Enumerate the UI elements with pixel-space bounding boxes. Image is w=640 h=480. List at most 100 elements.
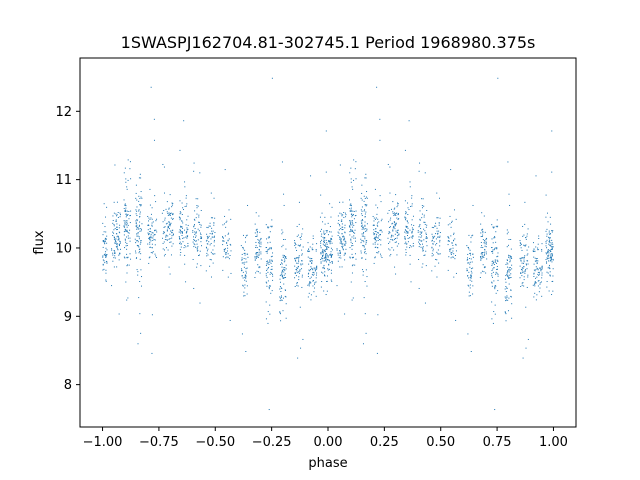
data-point [115,241,117,243]
data-point [124,210,126,212]
data-point [312,235,314,237]
data-point [168,228,170,230]
data-point [392,222,394,224]
data-point [505,300,507,302]
data-point [494,236,496,238]
data-point [353,179,355,181]
data-point [527,276,529,278]
data-point [360,242,362,244]
data-point [505,320,507,322]
data-point [124,239,126,241]
data-point [412,235,414,237]
data-point [198,221,200,223]
data-point [421,198,423,200]
data-point [404,236,406,238]
data-point [281,259,283,261]
data-point [520,242,522,244]
data-point [361,184,363,186]
data-point [339,252,341,254]
data-point [436,276,438,278]
data-point [525,237,527,239]
data-point [449,248,451,250]
data-point [285,303,287,305]
data-point [163,210,165,211]
data-point [258,242,260,244]
data-point [105,216,107,218]
data-point [325,230,327,232]
data-point [422,249,424,251]
data-point [196,247,198,249]
data-point [491,282,493,284]
data-point [309,277,311,279]
data-point [125,207,127,209]
data-point [497,273,499,275]
data-point [379,233,381,235]
data-point [152,240,154,241]
data-point [494,313,496,315]
data-point [437,249,439,251]
data-point [114,257,116,259]
data-point [163,231,165,233]
data-point [135,209,137,211]
data-point [283,193,285,195]
data-point [123,172,125,174]
data-point [179,200,181,202]
data-point [485,239,487,241]
data-point [119,241,121,243]
data-point [271,259,273,261]
data-point [309,270,311,272]
data-point [114,164,116,166]
data-point [102,234,104,236]
data-point [300,264,302,266]
data-point [388,221,390,223]
data-point [492,260,494,262]
data-point [539,273,541,275]
data-point [106,206,108,208]
data-point [301,249,303,251]
data-point [320,253,322,255]
data-point [213,236,215,238]
data-point [124,257,126,259]
data-point [224,215,226,217]
data-point [300,347,302,349]
data-point [547,272,549,274]
data-point [119,212,121,214]
data-point [497,268,499,270]
data-point [377,207,379,209]
data-point [504,312,506,314]
data-point [300,235,302,237]
data-point [187,242,189,244]
data-point [426,237,428,239]
data-point [324,257,326,259]
data-point [509,256,511,258]
data-point [126,188,128,190]
data-point [511,264,513,266]
data-point [424,230,426,232]
data-point [451,242,453,244]
data-point [352,210,354,212]
data-point [439,232,441,234]
data-point [484,241,486,243]
data-point [545,194,547,196]
data-point [126,243,128,245]
data-point [547,250,549,252]
data-point [496,219,498,221]
data-point [298,245,300,247]
data-point [549,240,551,242]
data-point [339,164,341,166]
data-point [267,311,269,313]
data-point [258,254,260,256]
data-point [419,239,421,241]
data-point [315,249,317,251]
data-point [258,215,260,217]
data-point [139,228,141,230]
data-point [124,238,126,240]
data-point [342,248,344,250]
data-point [551,246,553,248]
data-point [302,338,304,340]
data-point [535,282,537,284]
data-point [148,220,150,222]
data-point [375,204,377,206]
data-point [395,238,396,240]
data-point [550,253,552,255]
